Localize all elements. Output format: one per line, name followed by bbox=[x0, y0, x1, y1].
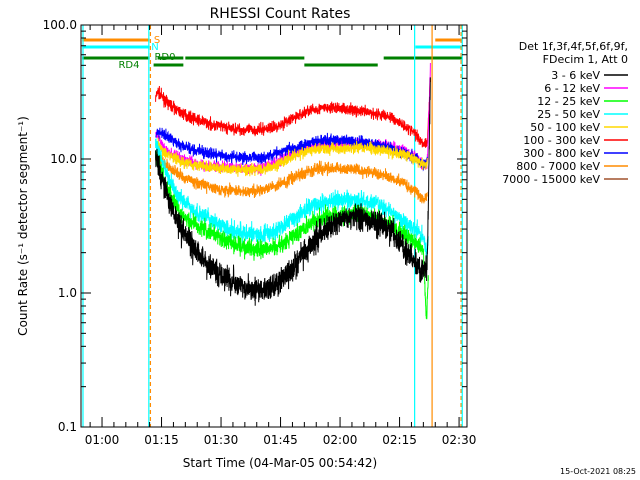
flag-bars-group bbox=[82, 38, 463, 67]
y-tick-label: 100.0 bbox=[43, 18, 77, 32]
x-tick-label: 01:15 bbox=[144, 433, 179, 447]
chart-title: RHESSI Count Rates bbox=[210, 6, 351, 22]
y-tick-label: 10.0 bbox=[50, 152, 77, 166]
legend-label: 100 - 300 keV bbox=[523, 134, 600, 147]
legend-label: 3 - 6 keV bbox=[551, 69, 600, 82]
series-line-7 bbox=[155, 151, 428, 204]
series-line-4 bbox=[155, 137, 428, 177]
x-tick-label: 01:00 bbox=[85, 433, 120, 447]
x-tick-label: 02:15 bbox=[382, 433, 417, 447]
flag-label: S bbox=[154, 35, 160, 46]
legend-header-decimation: FDecim 1, Att 0 bbox=[543, 53, 628, 66]
axis-ticks-group: 0.1 1.0 10.0 100.0 01:00 01:15 01:30 01:45 02:00… bbox=[43, 18, 477, 447]
legend-header-detectors: Det 1f,3f,4f,5f,6f,9f, bbox=[519, 40, 628, 53]
legend-label: 12 - 25 keV bbox=[537, 95, 600, 108]
legend-label: 7000 - 15000 keV bbox=[502, 173, 600, 186]
x-tick-label: 02:00 bbox=[323, 433, 358, 447]
legend-label: 6 - 12 keV bbox=[544, 82, 600, 95]
plot-frame bbox=[80, 24, 468, 428]
legend-label: 800 - 7000 keV bbox=[516, 160, 600, 173]
corner-timestamp: 15-Oct-2021 08:25 bbox=[560, 467, 636, 476]
series-group bbox=[155, 62, 431, 320]
legend-label: 25 - 50 keV bbox=[537, 108, 600, 121]
flag-label: RD0 bbox=[154, 52, 175, 63]
y-axis-label: Count Rate (s⁻¹ detector segment⁻¹) bbox=[16, 116, 30, 336]
x-tick-label: 02:30 bbox=[442, 433, 477, 447]
legend-label: 50 - 100 keV bbox=[530, 121, 600, 134]
x-axis-label: Start Time (04-Mar-05 00:54:42) bbox=[183, 456, 377, 470]
flag-label: N bbox=[151, 42, 158, 53]
y-tick-label: 0.1 bbox=[58, 420, 77, 434]
series-line-5 bbox=[155, 78, 431, 148]
legend-label: 300 - 800 keV bbox=[523, 147, 600, 160]
y-tick-label: 1.0 bbox=[58, 286, 77, 300]
x-tick-label: 01:45 bbox=[263, 433, 298, 447]
series-line-0 bbox=[155, 77, 431, 306]
series-line-3 bbox=[155, 138, 429, 259]
period-markers-group bbox=[82, 25, 463, 427]
x-tick-label: 01:30 bbox=[204, 433, 239, 447]
flag-label: RD4 bbox=[118, 60, 139, 71]
